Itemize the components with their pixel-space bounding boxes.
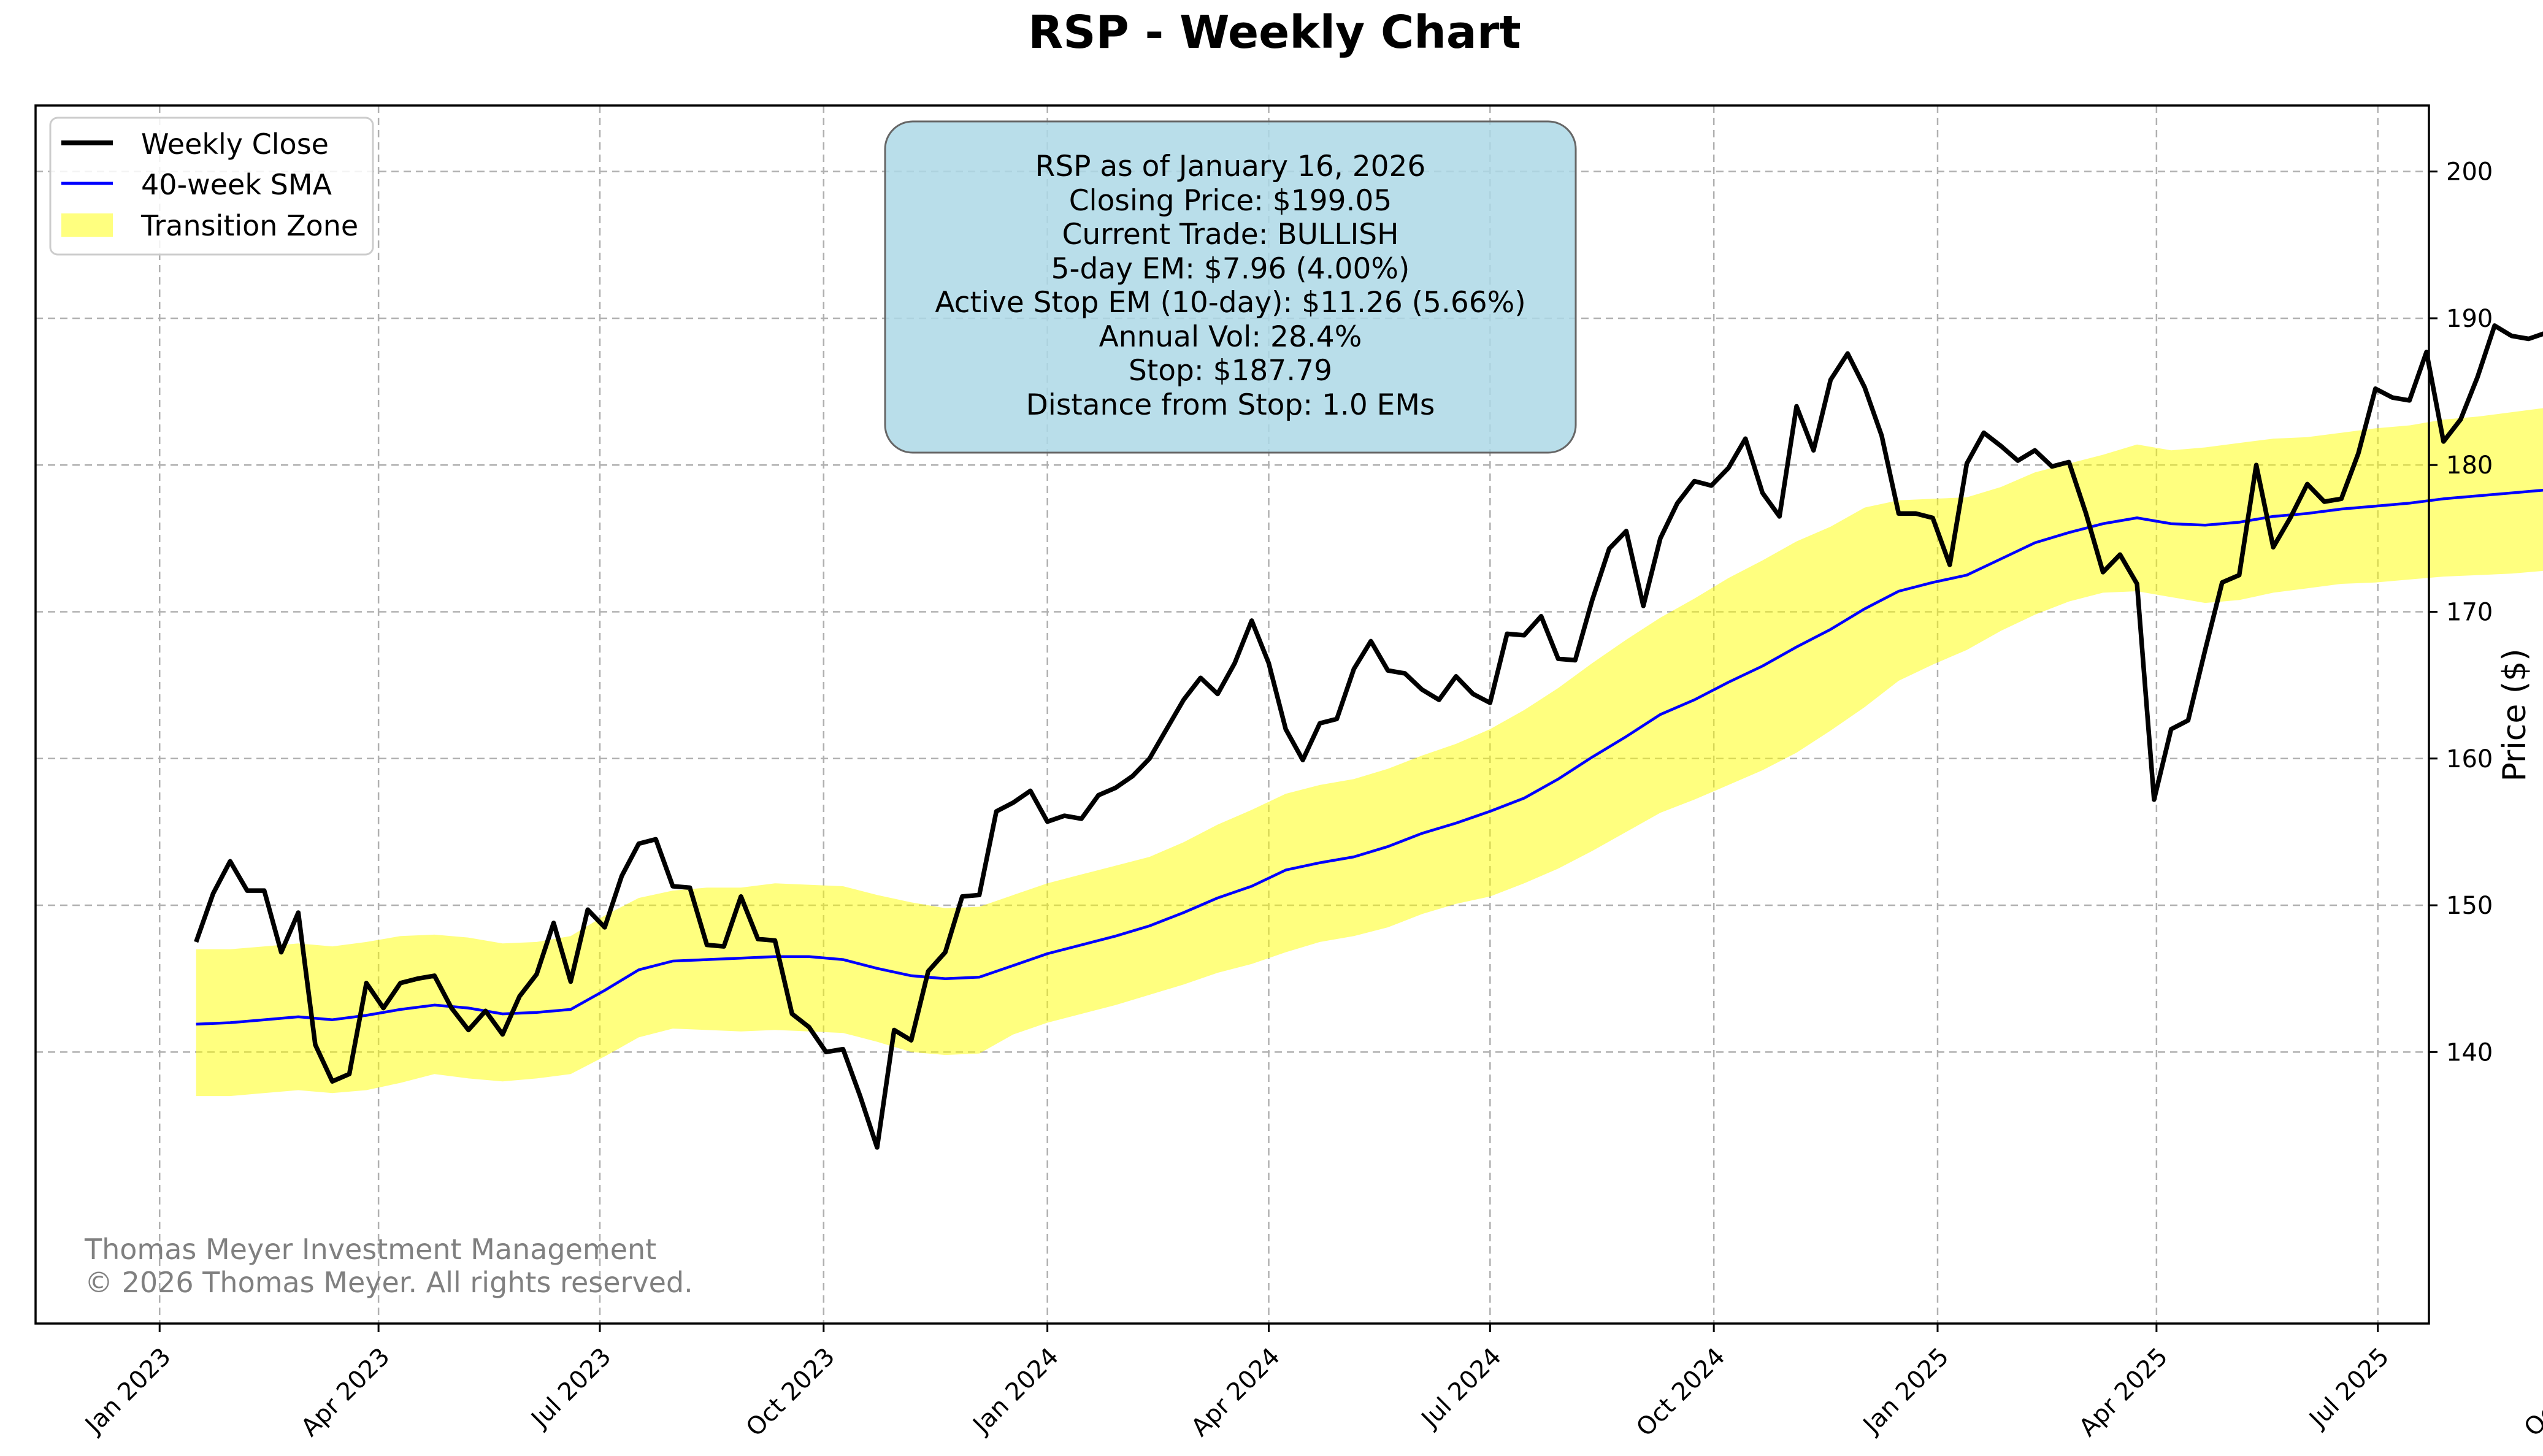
x-tick-label: Jul 2025 — [2303, 1343, 2395, 1435]
y-tick-label: 160 — [2446, 745, 2493, 773]
sma-40-line — [196, 489, 2543, 1026]
legend: Weekly Close 40-week SMA Transition Zone — [49, 117, 374, 256]
info-line-annual-vol: Annual Vol: 28.4% — [1099, 320, 1362, 354]
x-tick-label: Jan 2025 — [1857, 1343, 1954, 1440]
watermark: Thomas Meyer Investment Management © 202… — [84, 1233, 693, 1299]
x-tick-label: Oct 2024 — [1631, 1343, 1730, 1442]
legend-frame — [49, 117, 374, 256]
x-tick-label: Apr 2024 — [1186, 1343, 1285, 1442]
info-line-active-stop-em: Active Stop EM (10-day): $11.26 (5.66%) — [935, 286, 1525, 320]
legend-weekly-close-label: Weekly Close — [141, 128, 329, 161]
transition-zone-layer — [196, 408, 2543, 1097]
x-axis: Jan 2023 Apr 2023 Jul 2023 Oct 2023 Jan 2024… — [79, 1324, 2543, 1442]
watermark-company: Thomas Meyer Investment Management — [84, 1233, 656, 1266]
info-line-stop: Stop: $187.79 — [1129, 354, 1332, 388]
info-line-closing-price: Closing Price: $199.05 — [1069, 184, 1392, 218]
y-tick-label: 180 — [2446, 451, 2493, 480]
plot-border — [34, 104, 2430, 1325]
y-tick-label: 200 — [2446, 158, 2493, 186]
weekly-close-line — [194, 323, 2543, 1150]
x-tick-label: Apr 2023 — [296, 1343, 395, 1442]
transition-zone-band — [196, 408, 2543, 1097]
info-line-date: RSP as of January 16, 2026 — [1035, 150, 1426, 183]
legend-transition-zone-swatch — [61, 213, 113, 237]
y-tick-label: 140 — [2446, 1038, 2493, 1067]
x-tick-label: Jan 2023 — [79, 1343, 176, 1440]
sma-layer — [196, 489, 2543, 1026]
y-tick-label: 190 — [2446, 305, 2493, 333]
plot-frame — [34, 104, 2430, 1325]
info-line-5day-em: 5-day EM: $7.96 (4.00%) — [1051, 252, 1410, 286]
legend-transition-zone-label: Transition Zone — [140, 209, 358, 242]
chart-title: RSP - Weekly Chart — [1028, 6, 1521, 59]
x-tick-label: Oct 2023 — [741, 1343, 840, 1442]
watermark-copyright: © 2026 Thomas Meyer. All rights reserved… — [85, 1266, 693, 1299]
y-tick-label: 170 — [2446, 599, 2493, 627]
x-tick-label: Jul 2023 — [525, 1343, 617, 1435]
x-tick-label: Oct 2025 — [2519, 1343, 2543, 1442]
info-line-current-trade: Current Trade: BULLISH — [1062, 218, 1399, 251]
x-tick-label: Jan 2024 — [967, 1343, 1064, 1440]
x-tick-label: Jul 2024 — [1415, 1343, 1507, 1435]
y-tick-label: 150 — [2446, 892, 2493, 920]
y-axis: 140 150 160 170 180 190 200 — [2429, 158, 2493, 1067]
legend-sma-label: 40-week SMA — [141, 168, 332, 201]
weekly-close-layer — [194, 323, 2543, 1150]
x-tick-label: Apr 2025 — [2074, 1343, 2173, 1442]
info-box: RSP as of January 16, 2026 Closing Price… — [884, 120, 1577, 454]
y-axis-label: Price ($) — [2496, 648, 2533, 781]
info-line-distance-from-stop: Distance from Stop: 1.0 EMs — [1026, 388, 1435, 422]
info-box-background — [884, 120, 1577, 454]
